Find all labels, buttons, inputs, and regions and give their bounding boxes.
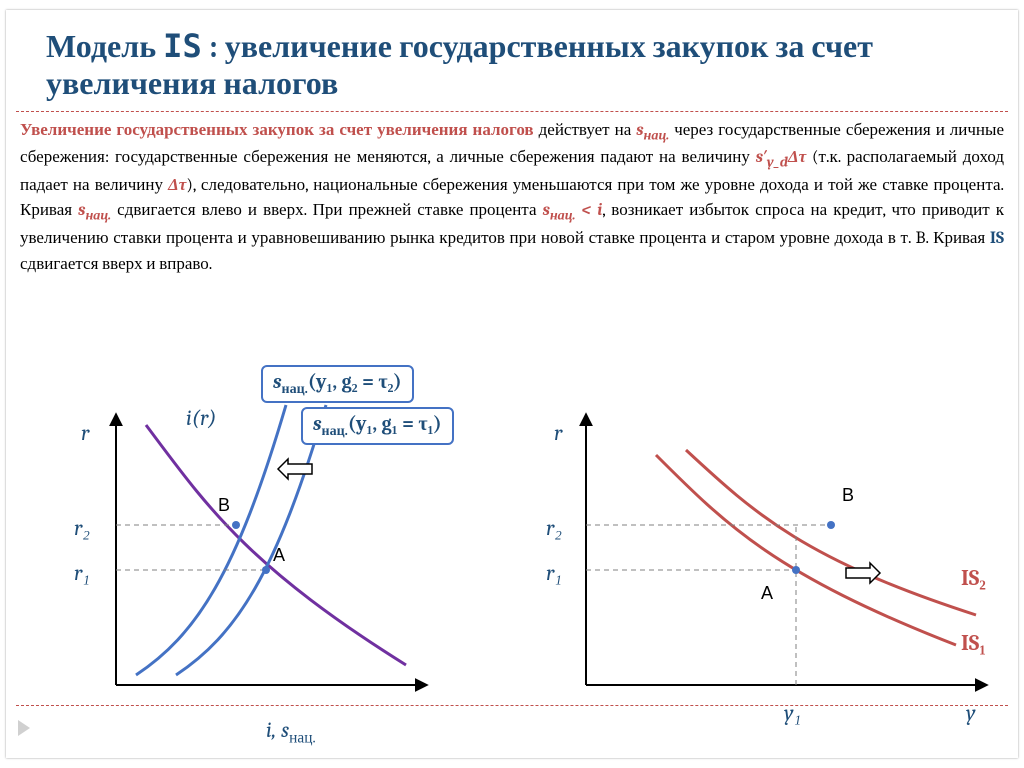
lead-text: Увеличение государственных закупок за сч… (20, 121, 534, 140)
title-pre: Модель (46, 28, 163, 65)
r1-label-left: r₁ (74, 560, 90, 586)
chart-area: r i(r) r₁ r₂ A Bi, sнац. sнац.(y₁, g₂ = τ₂) sна… (6, 345, 1018, 755)
slide-title: Модель IS : увеличение государственных з… (6, 10, 1018, 111)
bottom-divider (16, 705, 1008, 706)
r1-label-right: r₁ (546, 560, 562, 586)
ir-label: i(r) (186, 405, 216, 431)
y-label: y (966, 700, 975, 726)
r-label-left: r (81, 420, 89, 446)
bullet-icon (18, 720, 30, 736)
charts-svg (6, 345, 1018, 755)
is2-label: IS₂ (961, 565, 986, 591)
s-box-2: sнац.(y₁, g₂ = τ₂) (261, 365, 414, 403)
right-chart (586, 415, 986, 685)
ptA-left: A (273, 545, 285, 566)
xaxis-left: i, sнац. (266, 717, 316, 747)
y1-label: y₁ (784, 700, 801, 726)
ptB-left: B (218, 495, 230, 516)
slide: Модель IS : увеличение государственных з… (6, 10, 1018, 758)
left-chart (116, 405, 426, 685)
title-divider (16, 111, 1008, 112)
r2-label-right: r₂ (546, 515, 562, 541)
r2-label-left: r₂ (74, 515, 90, 541)
title-is: IS (163, 27, 202, 65)
s-box-1: sнац.(y₁, g₁ = τ₁) (301, 407, 454, 445)
body-paragraph: Увеличение государственных закупок за сч… (6, 118, 1018, 277)
r-label-right: r (554, 420, 562, 446)
is1-label: IS₁ (961, 630, 986, 656)
ptB-right: B (842, 485, 854, 506)
ptA-right: A (761, 583, 773, 604)
